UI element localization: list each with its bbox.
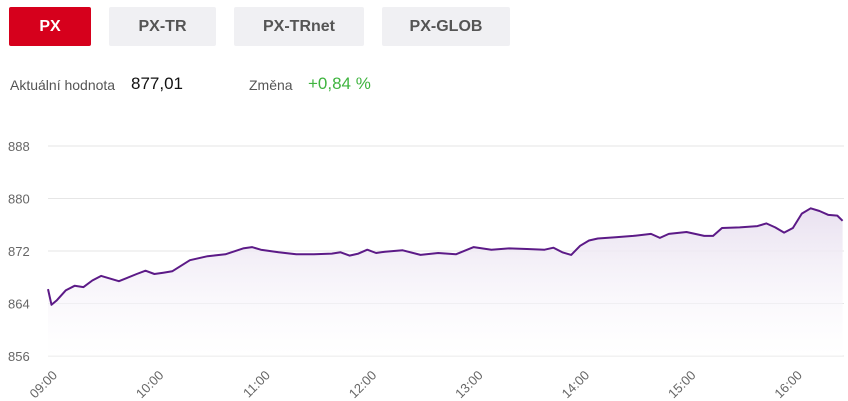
series-area <box>48 208 843 356</box>
current-value: 877,01 <box>131 74 183 93</box>
tab-px[interactable]: PX <box>9 7 91 46</box>
y-tick-label: 864 <box>8 297 30 312</box>
x-tick-label: 15:00 <box>665 368 699 401</box>
x-tick-label: 10:00 <box>133 368 167 401</box>
x-tick-label: 12:00 <box>346 368 380 401</box>
x-tick-label: 16:00 <box>771 368 805 401</box>
y-tick-label: 872 <box>8 244 30 259</box>
index-chart: 888 880 872 864 856 09:00 10:00 11:00 12:00 13:00… <box>8 139 844 401</box>
y-tick-label: 856 <box>8 349 30 364</box>
current-value-label: Aktuální hodnota <box>10 77 116 93</box>
y-tick-label: 880 <box>8 192 30 207</box>
x-tick-label: 11:00 <box>240 368 273 401</box>
tab-px-trnet[interactable]: PX-TRnet <box>234 7 364 46</box>
change-label: Změna <box>249 77 293 93</box>
series-line <box>47 207 844 306</box>
x-tick-label: 13:00 <box>452 368 486 401</box>
tab-px-glob[interactable]: PX-GLOB <box>382 7 510 46</box>
x-tick-label: 14:00 <box>559 368 593 401</box>
y-tick-label: 888 <box>8 139 30 154</box>
change-value: +0,84 % <box>308 74 371 93</box>
x-tick-label: 09:00 <box>27 368 61 401</box>
tab-px-tr[interactable]: PX-TR <box>109 7 216 46</box>
